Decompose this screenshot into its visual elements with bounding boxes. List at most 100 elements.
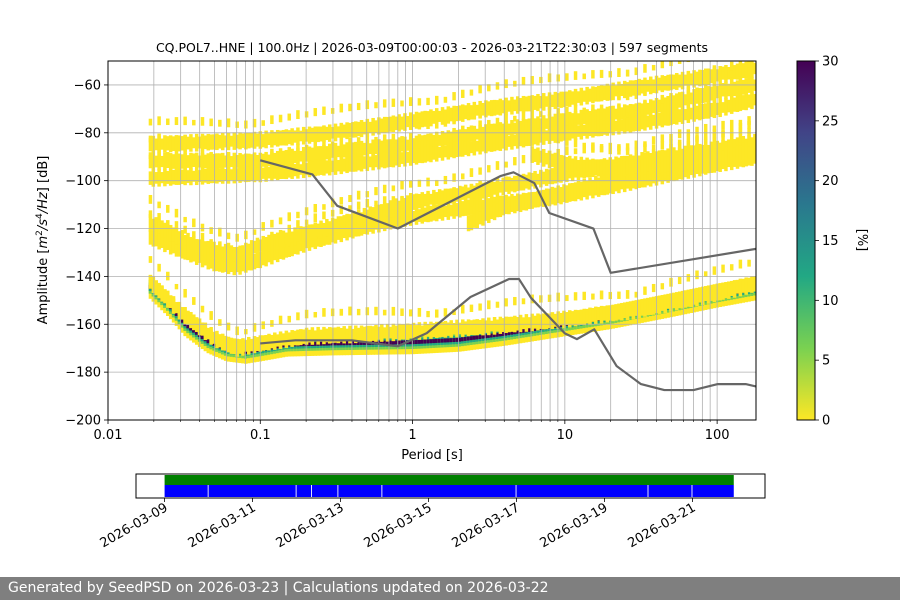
heatmap-cell bbox=[345, 156, 349, 174]
heatmap-cell bbox=[287, 332, 291, 346]
heatmap-cell bbox=[475, 183, 479, 201]
heatmap-cell bbox=[299, 150, 303, 162]
heatmap-cell bbox=[238, 153, 242, 171]
heatmap-cell bbox=[565, 138, 569, 146]
heatmap-cell bbox=[501, 318, 505, 333]
heatmap-cell bbox=[712, 285, 717, 303]
heatmap-cell bbox=[576, 113, 581, 125]
footer-banner: Generated by SeedPSD on 2026-03-23 | Cal… bbox=[0, 577, 900, 600]
heatmap-cell bbox=[374, 218, 378, 230]
heatmap-cell bbox=[724, 64, 728, 83]
heatmap-cell bbox=[261, 153, 265, 160]
heatmap-cell bbox=[301, 160, 306, 179]
heatmap-cell bbox=[394, 139, 398, 154]
heatmap-cell bbox=[504, 316, 508, 333]
heatmap-cell bbox=[481, 208, 485, 226]
heatmap-cell bbox=[443, 145, 448, 158]
heatmap-cell bbox=[527, 327, 532, 332]
heatmap-cell bbox=[660, 283, 665, 290]
heatmap-cell bbox=[536, 128, 540, 146]
heatmap-cell bbox=[527, 95, 532, 112]
heatmap-cell bbox=[677, 294, 682, 309]
heatmap-cell bbox=[573, 182, 578, 198]
heatmap-cell bbox=[628, 170, 633, 183]
heatmap-cell bbox=[472, 185, 477, 199]
heatmap-cell bbox=[186, 324, 190, 329]
heatmap-cell bbox=[487, 107, 491, 116]
heatmap-cell bbox=[533, 170, 537, 189]
heatmap-cell bbox=[417, 136, 422, 151]
heatmap-cell bbox=[174, 208, 179, 218]
heatmap-cell bbox=[498, 134, 503, 151]
heatmap-cell bbox=[304, 111, 309, 118]
heatmap-cell bbox=[695, 152, 699, 168]
heatmap-cell bbox=[287, 212, 291, 222]
heatmap-cell bbox=[432, 146, 436, 160]
heatmap-cell bbox=[452, 309, 456, 316]
heatmap-cell bbox=[270, 320, 274, 327]
heatmap-cell bbox=[461, 173, 465, 180]
heatmap-cell bbox=[582, 178, 586, 197]
heatmap-cell bbox=[391, 121, 396, 130]
heatmap-cell bbox=[591, 92, 595, 101]
heatmap-cell bbox=[434, 321, 439, 338]
heatmap-cell bbox=[712, 67, 717, 85]
heatmap-cell bbox=[417, 307, 422, 317]
heatmap-cell bbox=[521, 130, 526, 148]
heatmap-cell bbox=[189, 134, 193, 152]
heatmap-cell bbox=[591, 108, 595, 126]
heatmap-cell bbox=[183, 225, 187, 234]
heatmap-cell bbox=[434, 132, 439, 150]
heatmap-cell bbox=[625, 290, 630, 299]
heatmap-cell bbox=[232, 152, 237, 171]
heatmap-cell bbox=[403, 324, 407, 340]
heatmap-cell bbox=[738, 63, 743, 79]
heatmap-cell bbox=[296, 211, 300, 219]
heatmap-cell bbox=[249, 154, 254, 169]
heatmap-cell bbox=[310, 224, 315, 239]
heatmap-cell bbox=[461, 304, 465, 314]
heatmap-cell bbox=[515, 316, 520, 331]
heatmap-cell bbox=[406, 323, 410, 340]
heatmap-cell bbox=[458, 105, 462, 121]
heatmap-cell bbox=[313, 341, 318, 346]
heatmap-cell bbox=[443, 109, 448, 122]
heatmap-cell bbox=[325, 126, 329, 141]
heatmap-cell bbox=[698, 151, 702, 168]
heatmap-cell bbox=[316, 223, 320, 237]
heatmap-cell bbox=[478, 108, 482, 118]
heatmap-cell bbox=[741, 63, 746, 78]
heatmap-cell bbox=[591, 293, 595, 300]
heatmap-cell bbox=[611, 305, 615, 322]
heatmap-cell bbox=[472, 335, 477, 340]
heatmap-cell bbox=[536, 116, 540, 134]
heatmap-cell bbox=[530, 127, 534, 136]
heatmap-cell bbox=[530, 117, 534, 134]
heatmap-cell bbox=[455, 202, 459, 217]
heatmap-cell bbox=[683, 145, 688, 164]
heatmap-cell bbox=[443, 133, 448, 146]
heatmap-cell bbox=[267, 133, 271, 145]
heatmap-cell bbox=[729, 127, 734, 136]
heatmap-cell bbox=[426, 324, 430, 337]
heatmap-cell bbox=[727, 83, 731, 97]
heatmap-cell bbox=[469, 336, 474, 341]
heatmap-cell bbox=[565, 113, 569, 129]
heatmap-cell bbox=[608, 85, 613, 99]
heatmap-cell bbox=[695, 71, 699, 79]
heatmap-cell bbox=[735, 95, 740, 113]
heatmap-cell bbox=[677, 146, 682, 165]
heatmap-cell bbox=[284, 129, 289, 146]
heatmap-cell bbox=[634, 304, 639, 316]
heatmap-cell bbox=[524, 131, 529, 147]
heatmap-cell bbox=[189, 311, 193, 329]
heatmap-cell bbox=[406, 139, 410, 151]
x-tick-label: 1 bbox=[408, 428, 416, 443]
heatmap-cell bbox=[620, 303, 624, 321]
heatmap-cell bbox=[252, 165, 257, 183]
heatmap-cell bbox=[553, 189, 558, 201]
heatmap-cell bbox=[657, 112, 662, 126]
heatmap-cell bbox=[446, 202, 451, 220]
heatmap-cell bbox=[432, 322, 436, 338]
heatmap-cell bbox=[559, 125, 563, 142]
